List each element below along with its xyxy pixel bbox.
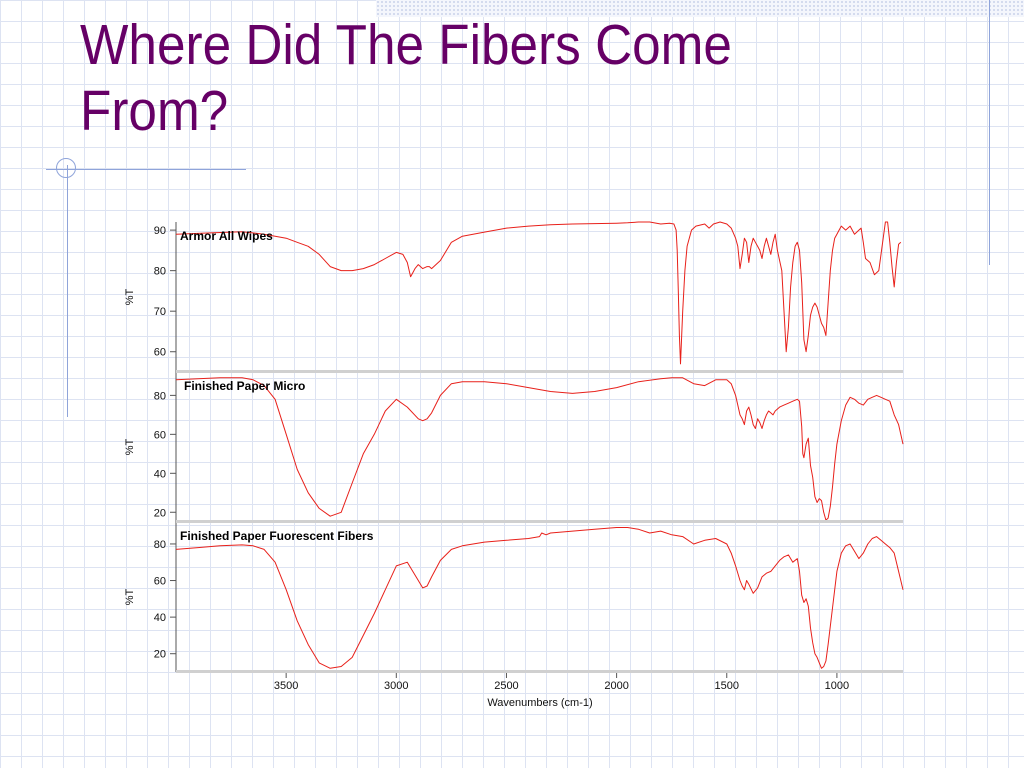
- panel-label: Armor All Wipes: [180, 229, 273, 243]
- y-tick-label: 90: [154, 225, 166, 237]
- panel-label: Finished Paper Fuorescent Fibers: [180, 529, 374, 543]
- title-underline: [46, 169, 246, 170]
- y-axis-label: %T: [124, 588, 136, 605]
- y-tick-label: 60: [154, 576, 166, 588]
- x-tick-label: 1500: [715, 680, 739, 692]
- left-accent-line: [67, 165, 68, 417]
- x-axis-label: Wavenumbers (cm-1): [487, 697, 592, 709]
- x-tick-label: 3000: [384, 680, 408, 692]
- spectrum-line: [175, 377, 904, 521]
- panel-label: Finished Paper Micro: [184, 379, 305, 393]
- y-tick-label: 40: [154, 468, 166, 480]
- y-tick-label: 20: [154, 649, 166, 661]
- y-tick-label: 70: [154, 306, 166, 318]
- x-tick-label: 3500: [274, 680, 298, 692]
- y-tick-label: 80: [154, 539, 166, 551]
- x-tick-label: 1000: [825, 680, 849, 692]
- y-tick-label: 20: [154, 507, 166, 519]
- right-accent-line: [989, 0, 990, 265]
- y-axis-label: %T: [124, 288, 136, 305]
- y-tick-label: 80: [154, 266, 166, 278]
- x-axis-spine: [176, 670, 903, 673]
- y-tick-label: 40: [154, 612, 166, 624]
- x-tick-label: 2000: [604, 680, 628, 692]
- spectrum-line: [175, 527, 904, 669]
- header-decor-band: [376, 0, 1024, 17]
- spectrum-line: [175, 221, 902, 365]
- y-tick-label: 80: [154, 390, 166, 402]
- y-tick-label: 60: [154, 429, 166, 441]
- panel-divider: [176, 370, 903, 373]
- y-tick-label: 60: [154, 347, 166, 359]
- accent-ring: [56, 158, 76, 178]
- x-tick-label: 2500: [494, 680, 518, 692]
- panel-divider: [176, 520, 903, 523]
- slide-title: Where Did The Fibers Come From?: [80, 13, 732, 143]
- y-axis-label: %T: [124, 438, 136, 455]
